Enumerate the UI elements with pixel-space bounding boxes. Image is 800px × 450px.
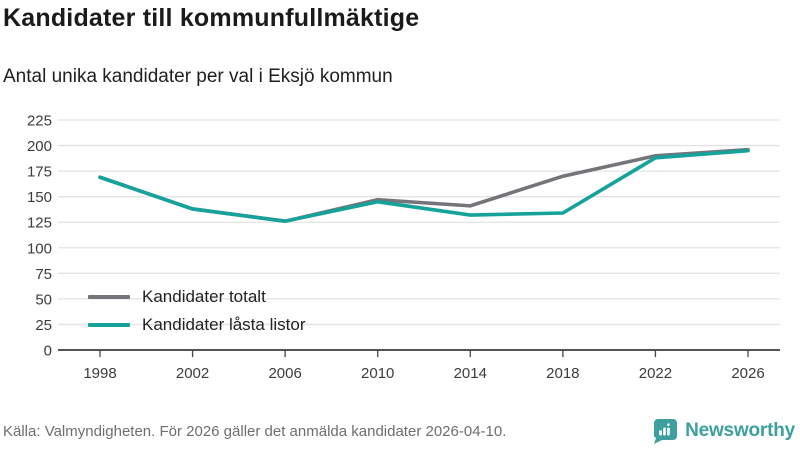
- svg-text:225: 225: [27, 113, 52, 130]
- legend-label: Kandidater låsta listor: [142, 314, 306, 334]
- legend-item-lasta-listor: Kandidater låsta listor: [88, 314, 306, 335]
- legend-swatch-lasta-listor-icon: [88, 323, 130, 328]
- page-subtitle: Antal unika kandidater per val i Eksjö k…: [3, 66, 393, 87]
- footer: Källa: Valmyndigheten. För 2026 gäller d…: [0, 418, 800, 444]
- svg-text:2022: 2022: [639, 365, 672, 382]
- svg-text:175: 175: [27, 164, 52, 181]
- svg-text:100: 100: [27, 240, 52, 257]
- svg-text:50: 50: [35, 291, 52, 308]
- brand-name: Newsworthy: [685, 420, 795, 441]
- svg-text:2006: 2006: [268, 365, 301, 382]
- svg-text:150: 150: [27, 189, 52, 206]
- legend-item-totalt: Kandidater totalt: [88, 287, 305, 307]
- legend-swatch-totalt-icon: [88, 295, 130, 300]
- svg-text:2002: 2002: [176, 365, 209, 382]
- line-chart: 0 25 50 75 100 125 150 175 200 225 1998 2002 2006 201…: [27, 113, 780, 382]
- svg-text:2010: 2010: [361, 365, 394, 382]
- legend-label: Kandidater totalt: [142, 287, 266, 306]
- chart-legend: Kandidater totalt Kandidater låsta listo…: [88, 287, 306, 335]
- svg-text:2014: 2014: [454, 365, 487, 382]
- newsworthy-bubble-chart-icon: [654, 419, 678, 444]
- svg-text:0: 0: [44, 343, 52, 360]
- svg-text:2026: 2026: [731, 365, 764, 382]
- svg-text:125: 125: [27, 215, 52, 232]
- newsworthy-logo: Newsworthy: [652, 418, 795, 444]
- page-title: Kandidater till kommunfullmäktige: [3, 4, 420, 32]
- source-note: Källa: Valmyndigheten. För 2026 gäller d…: [3, 422, 507, 440]
- svg-text:1998: 1998: [83, 365, 116, 382]
- svg-text:2018: 2018: [546, 365, 579, 382]
- svg-text:200: 200: [27, 138, 52, 155]
- svg-text:75: 75: [35, 266, 52, 283]
- svg-text:25: 25: [35, 317, 52, 334]
